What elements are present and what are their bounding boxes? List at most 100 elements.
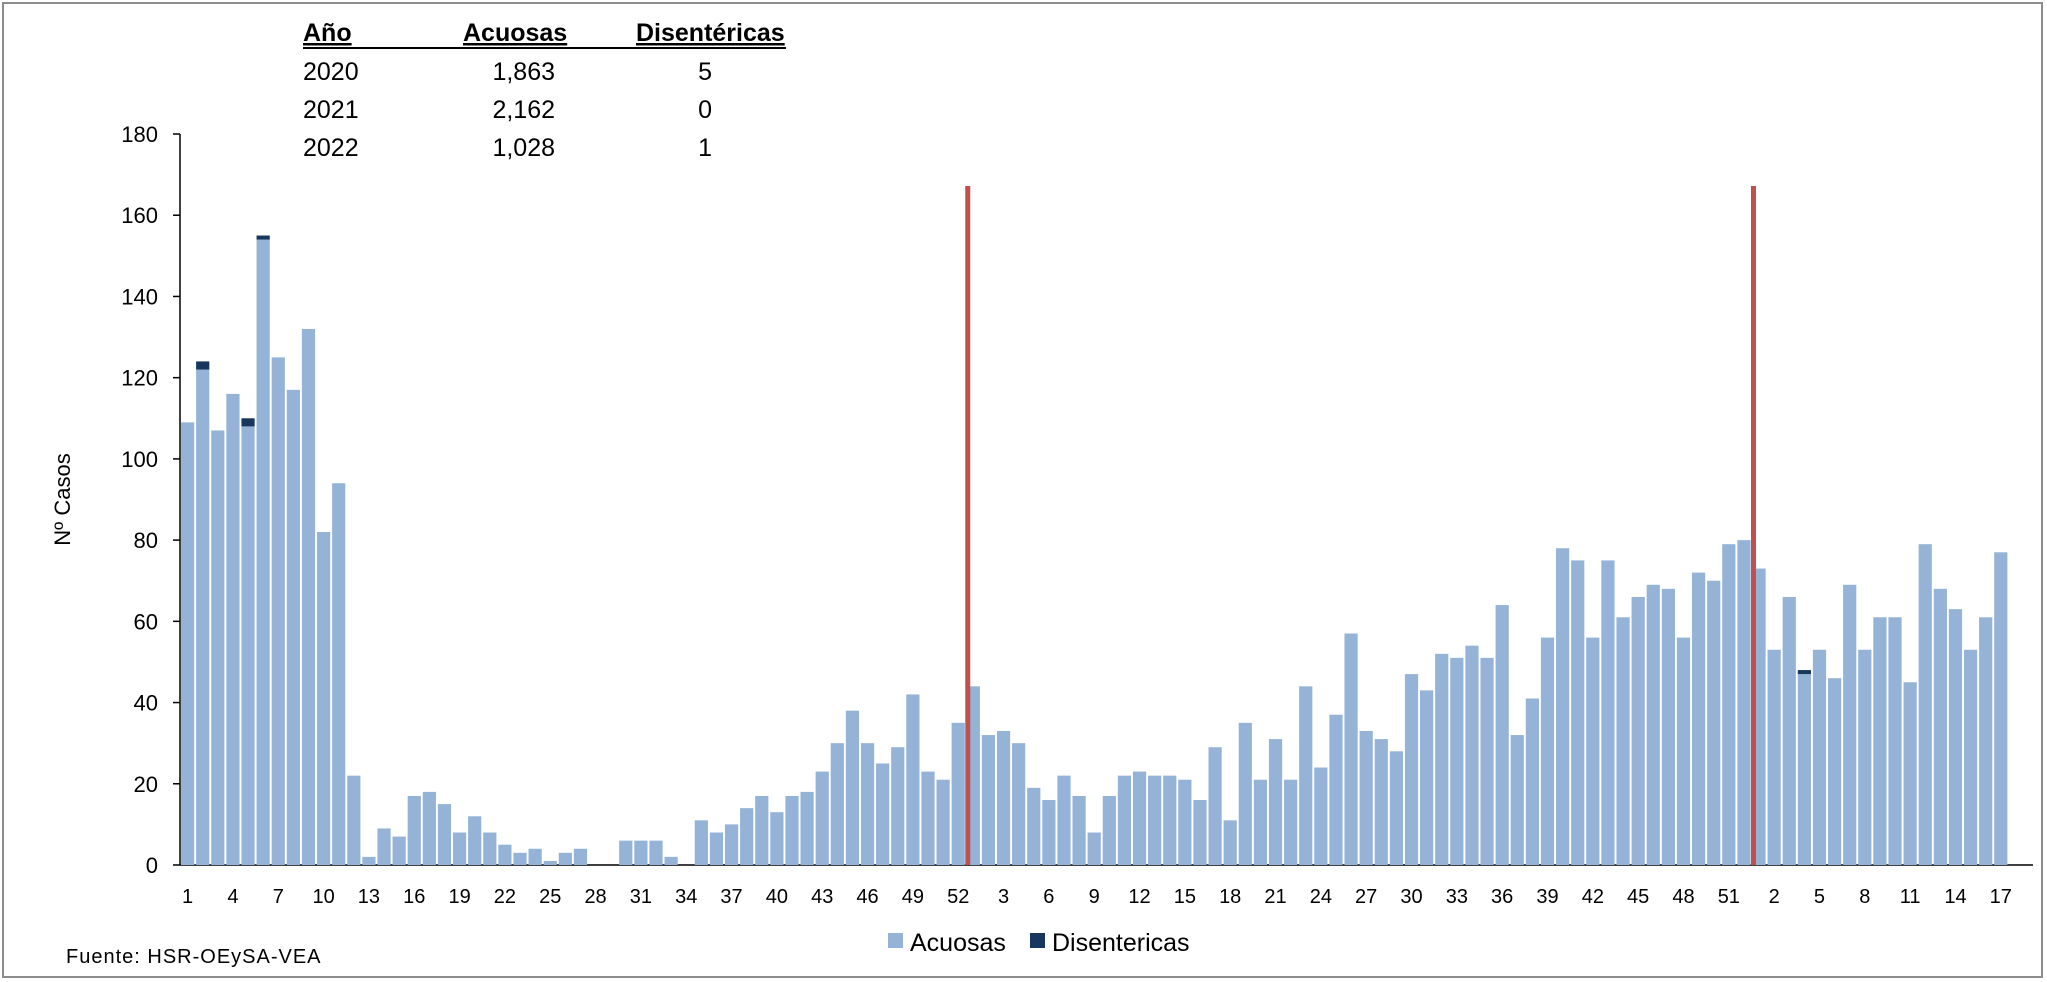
bar-acuosas [1042,800,1056,865]
bar-acuosas [1873,617,1887,865]
bar-disentericas [196,361,210,370]
x-tick-label: 6 [1043,886,1054,908]
bar-acuosas [709,832,724,865]
bar-acuosas [332,483,346,865]
bar-acuosas [528,848,542,865]
bar-acuosas [1344,633,1358,865]
bar-acuosas [1117,775,1132,865]
y-tick-label: 180 [121,122,158,147]
x-tick-label: 2 [1769,886,1780,908]
chart-axes: Nº Casos [50,134,2033,866]
bar-acuosas [1556,548,1570,865]
bar-acuosas [830,743,844,865]
bar-acuosas [407,795,421,865]
bar-acuosas [921,771,935,865]
x-tick-label: 7 [273,886,284,908]
legend-swatch [1030,933,1045,948]
bar-acuosas [1359,730,1373,865]
bar-acuosas [694,820,708,865]
bar-acuosas [1827,678,1842,865]
x-tick-label: 18 [1219,886,1241,908]
x-tick-label: 17 [1990,886,2012,908]
bar-acuosas [286,389,300,865]
bar-acuosas [800,791,814,865]
bar-acuosas [1284,779,1298,865]
bar-acuosas [1918,544,1932,865]
x-tick-label: 9 [1089,886,1100,908]
bar-acuosas [1102,795,1116,865]
bar-acuosas [936,779,950,865]
bar-acuosas [1163,775,1177,865]
table-header: Acuosas [463,19,567,47]
table-cell-year: 2021 [303,96,359,124]
bar-acuosas [483,832,497,865]
bar-acuosas [1812,649,1827,865]
bar-acuosas [891,747,905,865]
bar-acuosas [845,710,860,865]
bar-acuosas [437,804,452,865]
bar-acuosas [1858,649,1872,865]
x-tick-label: 8 [1859,886,1870,908]
bar-acuosas [724,824,739,865]
legend-label: Acuosas [910,929,1006,957]
x-tick-label: 4 [227,886,238,908]
legend: Acuosas Disentericas [888,929,1190,957]
x-tick-label: 12 [1128,886,1150,908]
bar-acuosas [1586,637,1600,865]
bar-acuosas [860,743,875,865]
bar-acuosas [573,848,588,865]
x-tick-label: 30 [1400,886,1422,908]
bar-acuosas [785,795,799,865]
bar-acuosas [1540,637,1555,865]
bar-acuosas [1888,617,1902,865]
bar-acuosas [906,694,920,865]
x-tick-label: 19 [448,886,470,908]
y-tick-label: 120 [121,366,158,391]
bar-acuosas [619,840,633,865]
x-tick-label: 10 [312,886,334,908]
bar-acuosas [981,735,996,865]
y-tick-label: 40 [134,691,158,716]
bar-acuosas [755,795,769,865]
source-note: Fuente: HSR-OEySA-VEA [66,946,322,968]
y-tick-label: 0 [146,853,158,878]
x-tick-label: 16 [403,886,425,908]
x-tick-label: 39 [1536,886,1558,908]
bar-acuosas [634,840,648,865]
x-tick-label: 28 [584,886,606,908]
bar-acuosas [513,852,527,865]
table-cell-year: 2020 [303,58,359,86]
x-tick-label: 46 [856,886,878,908]
bar-acuosas [1722,544,1736,865]
bar-acuosas [377,828,391,865]
x-tick-label: 22 [494,886,516,908]
bar-acuosas [256,239,270,866]
x-tick-label: 13 [358,886,380,908]
x-tick-label: 52 [947,886,969,908]
x-tick-label: 1 [182,886,193,908]
bar-acuosas [1329,714,1343,865]
bar-acuosas [1299,686,1313,865]
bar-acuosas [1571,560,1585,865]
x-tick-label: 15 [1174,886,1196,908]
bar-acuosas [1178,779,1192,865]
bar-acuosas [1782,596,1796,865]
bar-disentericas [256,235,270,240]
y-tick-label: 60 [134,609,158,634]
bar-acuosas [226,393,240,865]
bars [181,235,2008,866]
x-tick-label: 31 [630,886,652,908]
bar-acuosas [1948,609,1963,865]
bar-acuosas [1435,653,1449,865]
bar-acuosas [316,531,331,865]
x-tick-label: 25 [539,886,561,908]
bar-acuosas [1238,722,1252,865]
y-tick-label: 100 [121,447,158,472]
x-tick-label: 42 [1582,886,1604,908]
bar-acuosas [1601,560,1615,865]
bar-acuosas [181,422,195,865]
bar-acuosas [468,816,482,865]
bar-acuosas [1072,795,1086,865]
x-tick-label: 40 [766,886,788,908]
